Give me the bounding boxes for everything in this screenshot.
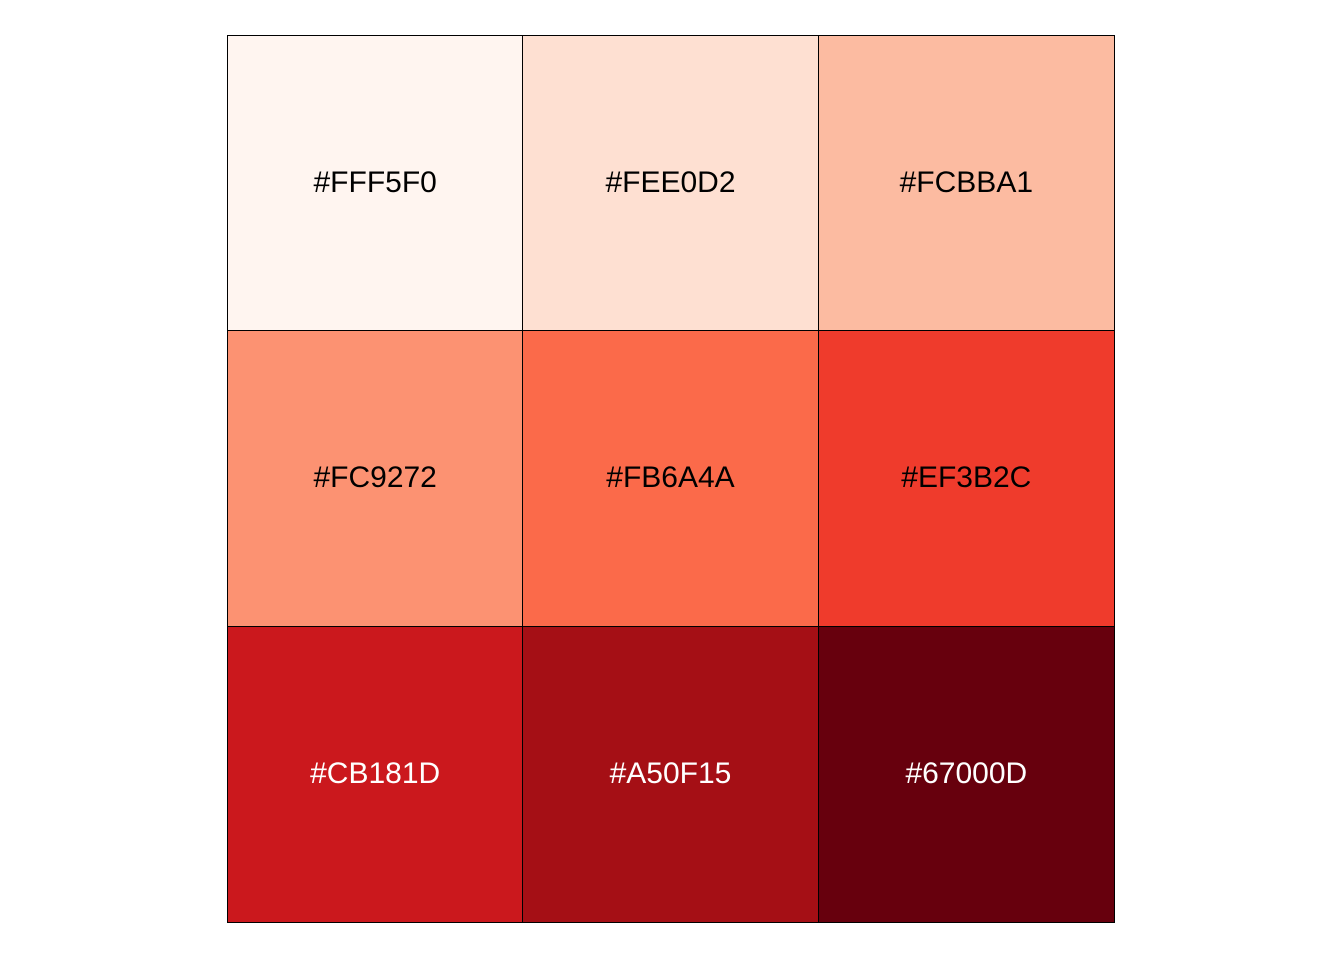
swatch-label: #A50F15 <box>609 757 732 791</box>
swatch-label: #FB6A4A <box>606 461 735 495</box>
swatch-label: #67000D <box>905 757 1028 791</box>
swatch-label: #FEE0D2 <box>605 166 736 200</box>
color-swatch: #67000D <box>818 626 1114 922</box>
color-swatch-grid: #FFF5F0 #FEE0D2 #FCBBA1 #FC9272 #FB6A4A … <box>227 35 1115 923</box>
color-swatch: #EF3B2C <box>818 331 1114 627</box>
swatch-label: #FFF5F0 <box>313 166 437 200</box>
swatch-label: #FC9272 <box>313 461 437 495</box>
color-swatch: #FC9272 <box>228 331 524 627</box>
color-swatch: #FB6A4A <box>523 331 819 627</box>
color-swatch: #FFF5F0 <box>228 36 524 332</box>
swatch-label: #EF3B2C <box>901 461 1032 495</box>
color-swatch: #FCBBA1 <box>818 36 1114 332</box>
color-swatch: #FEE0D2 <box>523 36 819 332</box>
color-swatch: #A50F15 <box>523 626 819 922</box>
swatch-label: #CB181D <box>310 757 441 791</box>
swatch-label: #FCBBA1 <box>899 166 1034 200</box>
color-swatch: #CB181D <box>228 626 524 922</box>
